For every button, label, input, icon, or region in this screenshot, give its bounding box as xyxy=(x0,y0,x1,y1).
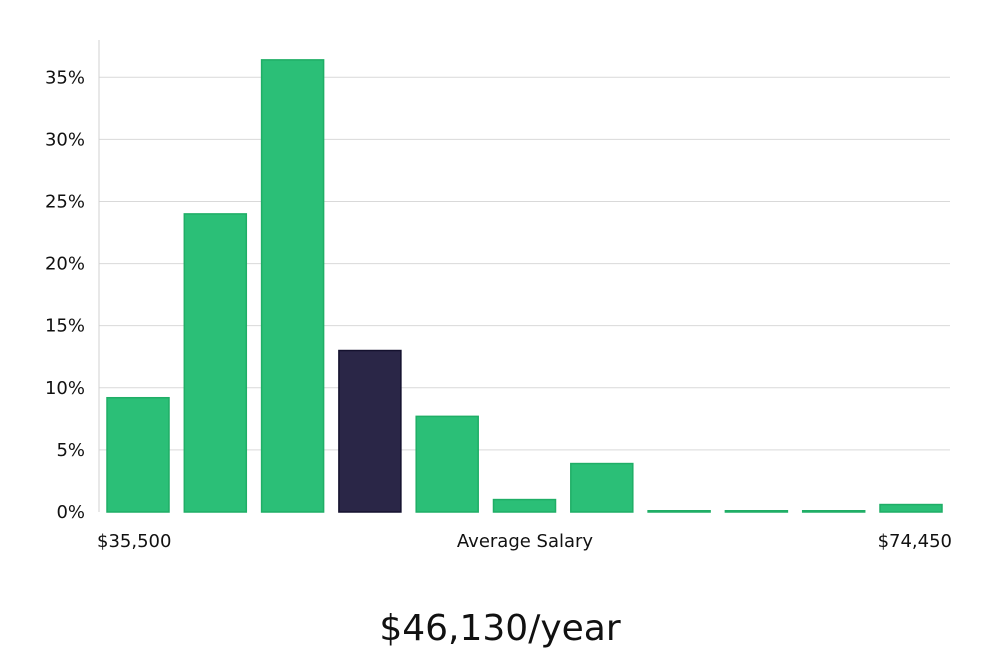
x-center-label: Average Salary xyxy=(457,531,594,552)
x-min-label: $35,500 xyxy=(97,531,171,552)
bars xyxy=(106,59,943,513)
salary-histogram: 0% 5% 10% 15% 20% 25% 30% 35% $35,500 Average S… xyxy=(45,40,952,552)
bar xyxy=(647,510,711,513)
y-tick-label: 10% xyxy=(45,378,85,399)
y-tick-label: 5% xyxy=(56,440,85,461)
bar xyxy=(260,59,325,513)
x-max-label: $74,450 xyxy=(878,531,952,552)
bar xyxy=(570,462,634,513)
bar xyxy=(183,213,248,513)
y-tick-label: 20% xyxy=(45,254,85,275)
bar xyxy=(879,503,943,513)
y-tick-label: 35% xyxy=(45,67,85,88)
bar xyxy=(106,396,170,513)
bar xyxy=(492,498,557,513)
bar xyxy=(801,510,866,513)
y-tick-labels: 0% 5% 10% 15% 20% 25% 30% 35% xyxy=(45,67,85,523)
y-tick-label: 15% xyxy=(45,316,85,337)
y-tick-label: 25% xyxy=(45,191,85,212)
bar xyxy=(724,510,789,513)
y-tick-label: 0% xyxy=(56,502,85,523)
bar-average-bin xyxy=(338,349,402,513)
y-tick-label: 30% xyxy=(45,129,85,150)
average-salary-value: $46,130/year xyxy=(379,608,621,649)
bar xyxy=(415,415,479,513)
